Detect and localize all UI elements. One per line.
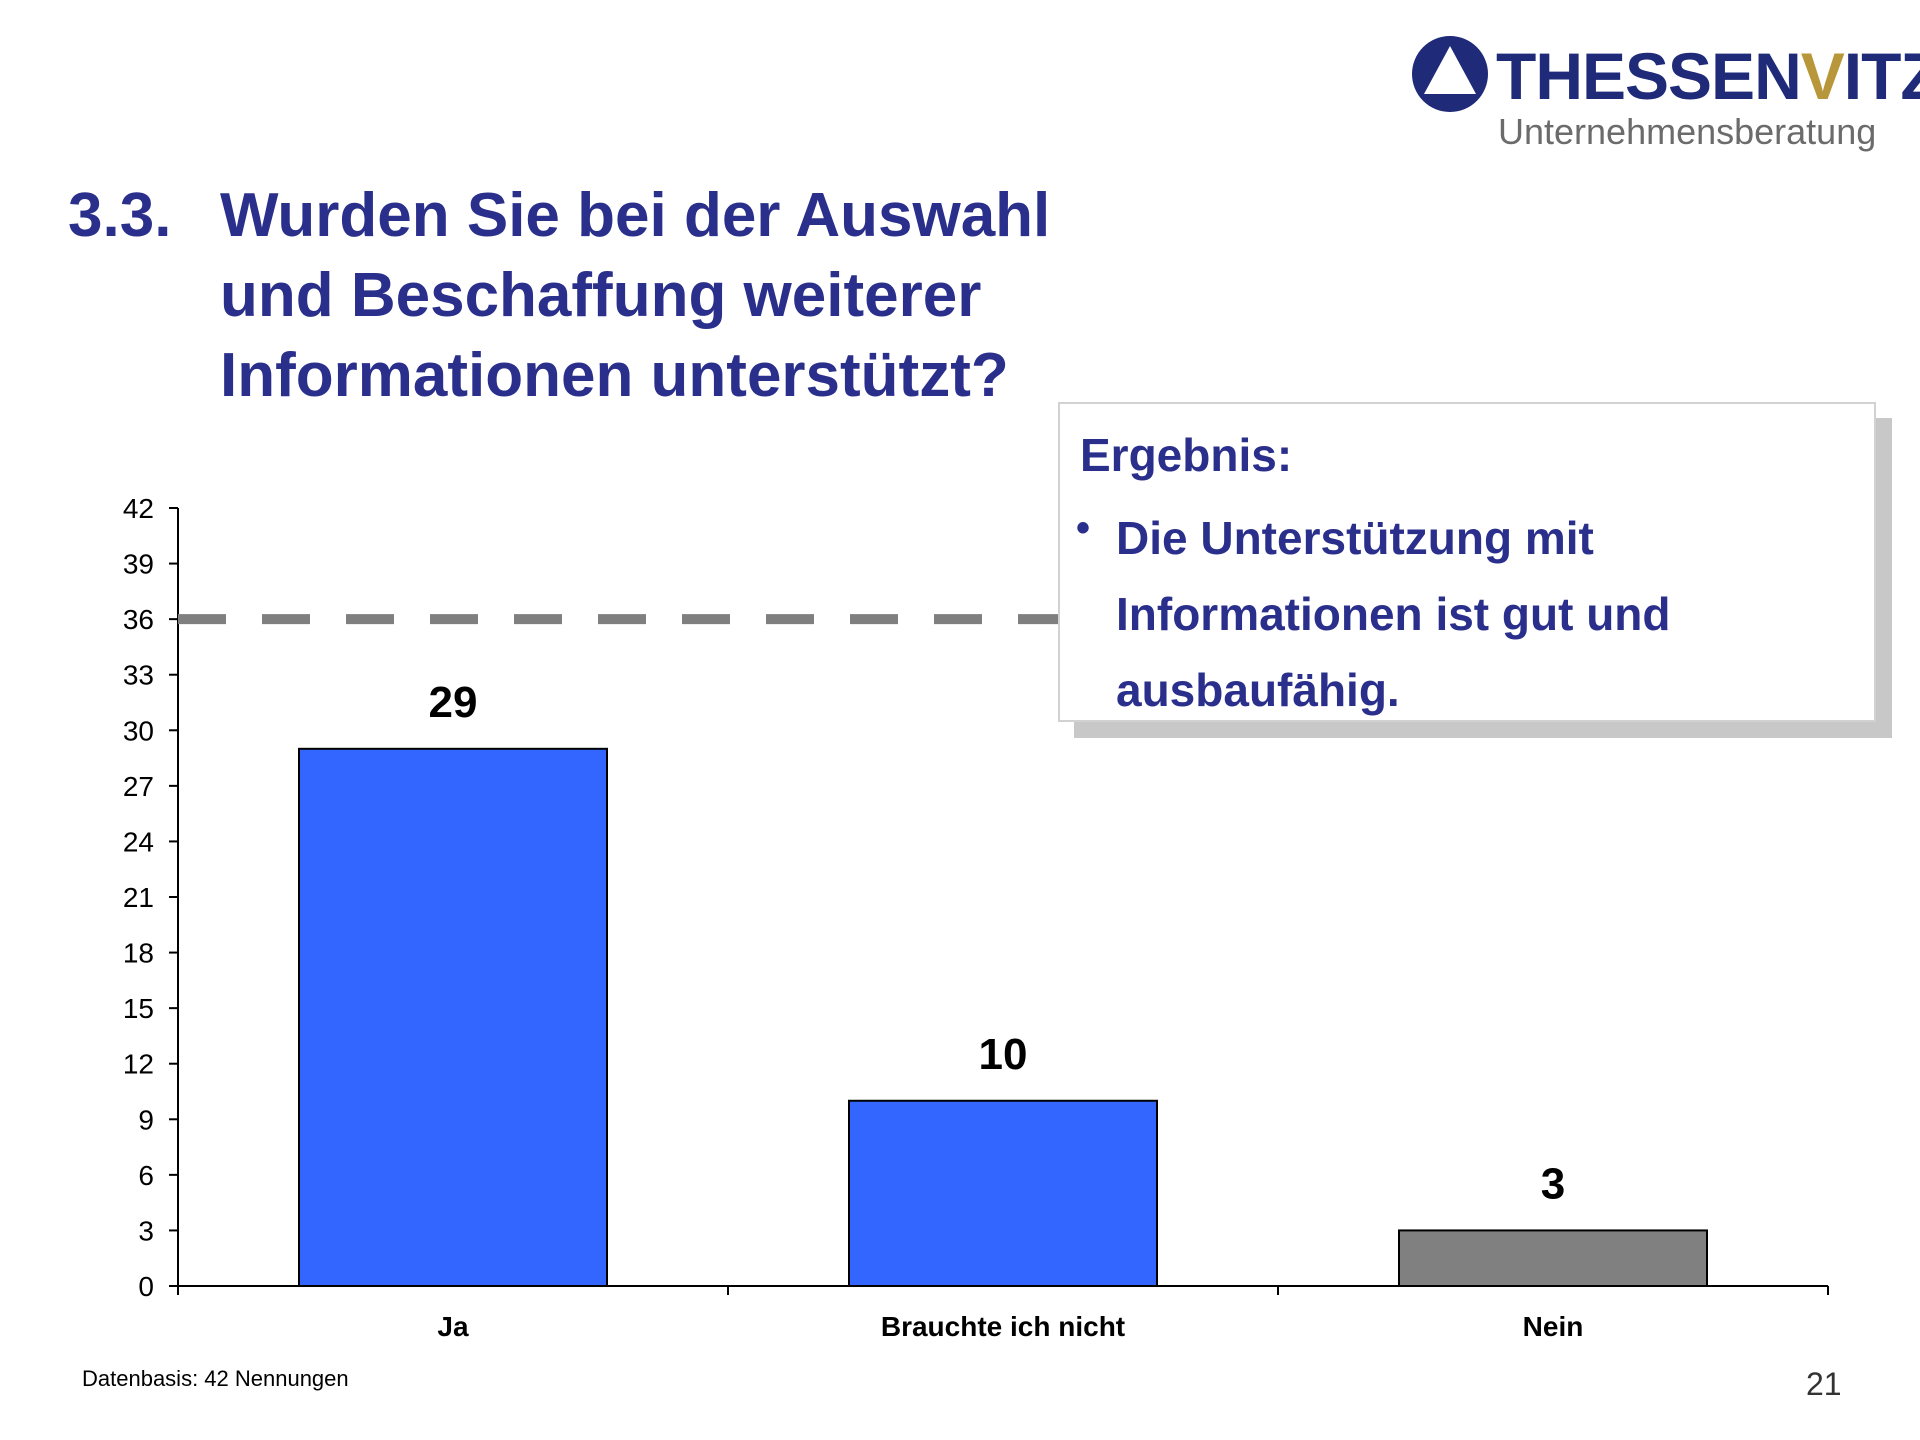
data-label: 10 — [979, 1030, 1028, 1079]
bar — [298, 747, 608, 1287]
logo-triangle-icon — [1412, 36, 1488, 112]
category-label: Ja — [437, 1311, 469, 1342]
y-tick-label: 3 — [138, 1215, 154, 1246]
y-tick-label: 15 — [123, 993, 154, 1024]
y-tick-label: 36 — [123, 604, 154, 635]
footnote: Datenbasis: 42 Nennungen — [82, 1366, 349, 1391]
result-heading: Ergebnis: — [1080, 429, 1293, 481]
y-tick-label: 21 — [123, 882, 154, 913]
bullet-icon: • — [1076, 506, 1091, 550]
y-tick-label: 39 — [123, 549, 154, 580]
y-tick-label: 30 — [123, 715, 154, 746]
y-tick-label: 42 — [123, 493, 154, 524]
y-tick-label: 27 — [123, 771, 154, 802]
y-tick-label: 18 — [123, 938, 154, 969]
y-tick-label: 6 — [138, 1160, 154, 1191]
result-box: Ergebnis: • Die Unterstützung mit Inform… — [1058, 402, 1876, 722]
y-tick-label: 9 — [138, 1104, 154, 1135]
y-tick-label: 12 — [123, 1049, 154, 1080]
category-label: Nein — [1523, 1311, 1584, 1342]
data-label: 29 — [429, 678, 478, 727]
y-tick-label: 0 — [138, 1271, 154, 1302]
page-number: 21 — [1806, 1366, 1842, 1402]
question-text: Wurden Sie bei der Auswahl und Beschaffu… — [220, 181, 1051, 410]
logo: THESSENVITZ Unternehmensberatung — [1410, 34, 1920, 154]
y-tick-label: 24 — [123, 826, 154, 857]
data-label: 3 — [1541, 1159, 1565, 1208]
logo-subtitle: Unternehmensberatung — [1498, 111, 1877, 152]
y-tick-label: 33 — [123, 660, 154, 691]
section-number: 3.3. — [68, 181, 172, 250]
bar — [1398, 1229, 1708, 1288]
result-text: Die Unterstützung mit Informationen ist … — [1116, 512, 1671, 716]
logo-name: THESSENVITZ — [1496, 39, 1920, 113]
category-label: Brauchte ich nicht — [881, 1311, 1125, 1342]
bar — [848, 1099, 1158, 1288]
